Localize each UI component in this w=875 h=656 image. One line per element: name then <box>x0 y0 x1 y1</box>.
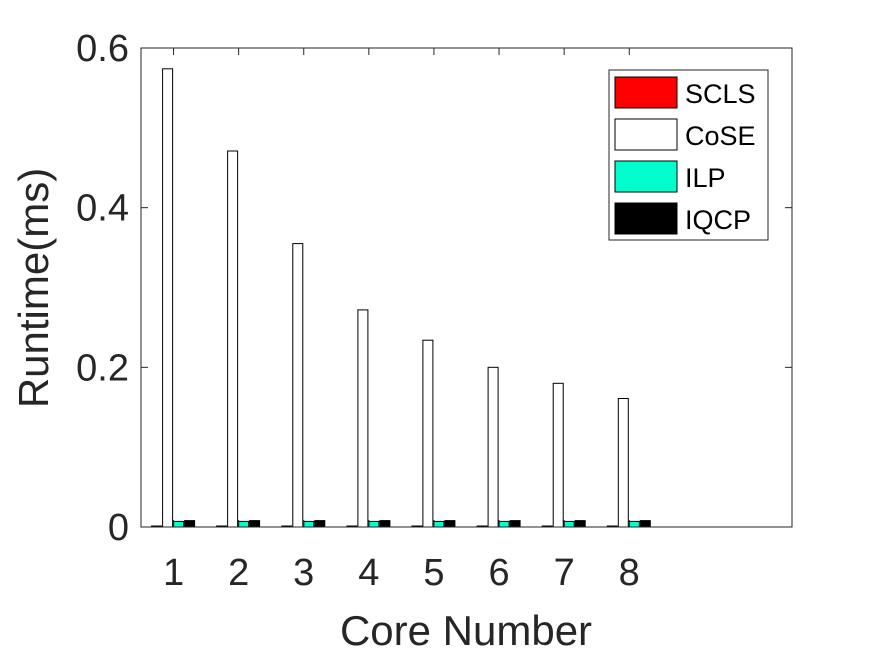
bar-cose-4 <box>357 309 369 528</box>
x-tick-label: 6 <box>488 552 509 594</box>
bar-cose-6 <box>487 366 499 528</box>
bar-ilp-7 <box>563 520 575 528</box>
bar-iqcp-7 <box>574 520 586 528</box>
bar-iqcp-4 <box>379 520 391 528</box>
x-tick-label: 1 <box>163 552 184 594</box>
y-tick-label: 0.4 <box>76 188 129 230</box>
legend-label-cose: CoSE <box>685 121 756 151</box>
x-tick-label: 4 <box>358 552 379 594</box>
bar-ilp-6 <box>498 520 510 528</box>
legend-label-scls: SCLS <box>685 79 756 109</box>
bar-cose-3 <box>292 243 304 528</box>
bar-ilp-3 <box>303 520 315 528</box>
axes-box <box>140 47 793 528</box>
y-axis-title: Runtime(ms) <box>10 168 57 408</box>
bar-ilp-2 <box>238 520 250 528</box>
x-tick-label: 7 <box>554 552 575 594</box>
bar-cose-7 <box>552 382 564 528</box>
bar-iqcp-6 <box>509 520 521 528</box>
bar-cose-1 <box>162 68 174 528</box>
legend: SCLS CoSE ILP IQCP <box>608 69 769 241</box>
x-tick-label: 3 <box>293 552 314 594</box>
bar-cose-8 <box>617 398 629 528</box>
legend-label-iqcp: IQCP <box>685 205 751 235</box>
y-tick-label: 0 <box>108 507 129 549</box>
plot-area <box>140 47 793 528</box>
bar-iqcp-5 <box>444 520 456 528</box>
bar-iqcp-2 <box>249 520 261 528</box>
x-tick-label: 5 <box>423 552 444 594</box>
x-axis-title: Core Number <box>340 607 592 654</box>
legend-swatch-scls <box>614 76 678 109</box>
x-tick-label: 8 <box>619 552 640 594</box>
bar-ilp-8 <box>628 520 640 528</box>
y-tick-label: 0.6 <box>76 28 129 70</box>
legend-label-ilp: ILP <box>685 163 726 193</box>
bar-iqcp-3 <box>314 520 326 528</box>
bar-ilp-5 <box>433 520 445 528</box>
axis-ticks: 1 2 3 4 5 6 7 8 0 0.2 0.4 0.6 <box>76 28 792 594</box>
legend-swatch-ilp <box>614 160 678 193</box>
bar-cose-2 <box>227 150 239 528</box>
bar-cose-5 <box>422 339 434 528</box>
legend-swatch-iqcp <box>614 202 678 235</box>
bar-iqcp-1 <box>184 520 196 528</box>
bar-ilp-1 <box>173 520 185 528</box>
bar-ilp-4 <box>368 520 380 528</box>
bar-iqcp-8 <box>639 520 651 528</box>
x-tick-label: 2 <box>228 552 249 594</box>
y-tick-label: 0.2 <box>76 347 129 389</box>
legend-swatch-cose <box>614 118 678 151</box>
